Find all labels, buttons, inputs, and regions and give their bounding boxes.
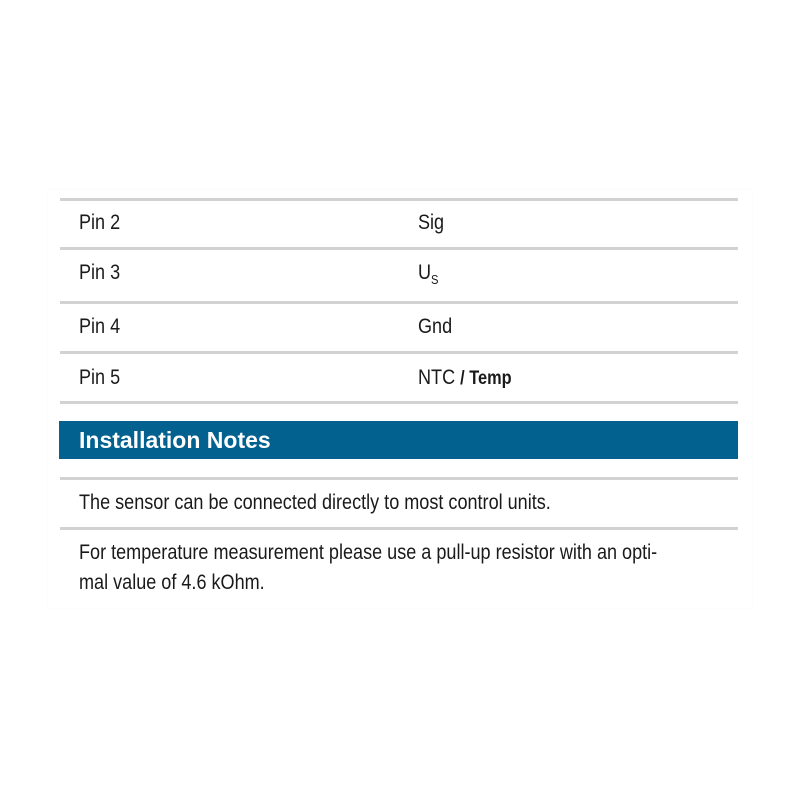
pin-signal: NTC / Temp — [418, 366, 512, 390]
note-text: mal value of 4.6 kOhm. — [79, 571, 265, 594]
pin-signal: US — [418, 261, 439, 287]
divider — [60, 351, 738, 354]
pin-label: Pin 2 — [79, 211, 121, 234]
pin-signal: Gnd — [418, 315, 453, 338]
signal-main: NTC — [418, 366, 456, 389]
pin-signal: Sig — [418, 211, 445, 234]
divider — [60, 477, 738, 480]
divider — [60, 301, 738, 304]
divider — [60, 247, 738, 250]
note-text: For temperature measurement please use a… — [79, 541, 658, 564]
divider — [60, 401, 738, 404]
datasheet-panel — [48, 190, 752, 608]
pin-label: Pin 3 — [79, 261, 121, 284]
pin-label: Pin 5 — [79, 366, 121, 389]
signal-main: U — [418, 261, 432, 284]
divider — [60, 198, 738, 201]
section-title: Installation Notes — [79, 427, 271, 453]
divider — [60, 527, 738, 530]
note-text: The sensor can be connected directly to … — [79, 491, 551, 514]
signal-subscript: S — [431, 272, 439, 287]
section-header: Installation Notes — [59, 421, 738, 459]
pin-label: Pin 4 — [79, 315, 121, 338]
signal-extra: / Temp — [460, 368, 512, 389]
